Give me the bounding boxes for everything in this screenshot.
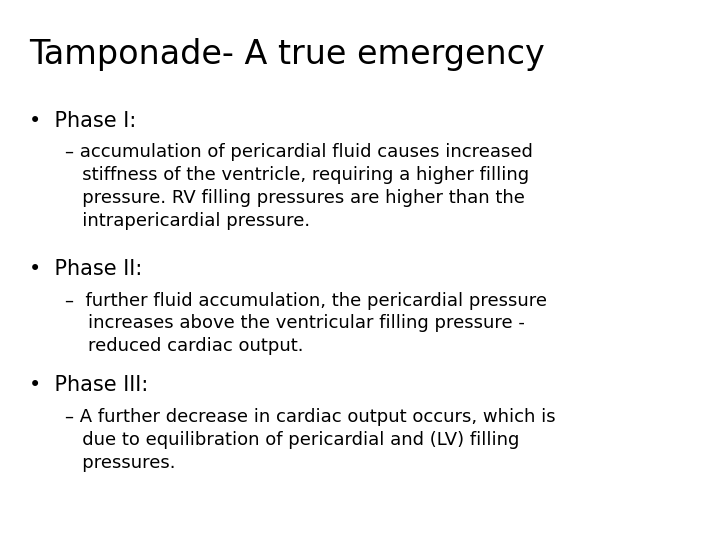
Text: •  Phase III:: • Phase III: [29,375,148,395]
Text: – A further decrease in cardiac output occurs, which is
   due to equilibration : – A further decrease in cardiac output o… [65,408,555,471]
Text: –  further fluid accumulation, the pericardial pressure
    increases above the : – further fluid accumulation, the perica… [65,292,546,355]
Text: Tamponade- A true emergency: Tamponade- A true emergency [29,38,544,71]
Text: – accumulation of pericardial fluid causes increased
   stiffness of the ventric: – accumulation of pericardial fluid caus… [65,143,533,230]
Text: •  Phase I:: • Phase I: [29,111,136,131]
Text: •  Phase II:: • Phase II: [29,259,142,279]
